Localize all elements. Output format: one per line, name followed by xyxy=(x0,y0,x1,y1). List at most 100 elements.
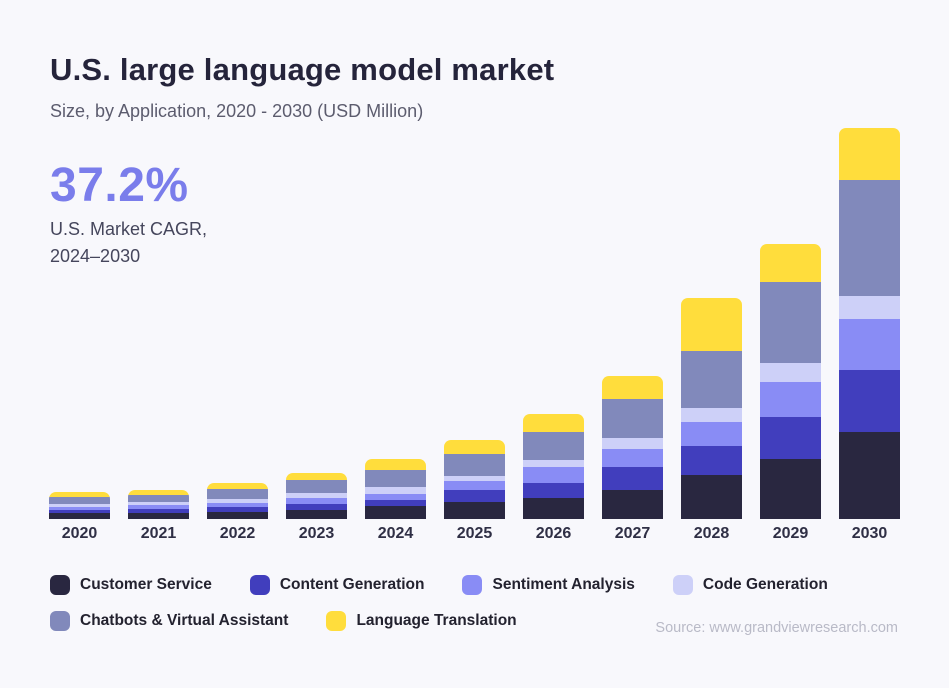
x-axis-label-2025: 2025 xyxy=(456,525,493,542)
x-axis-labels: 2020 2021 2022 2023 2024 2025 2026 2027 2028 2029… xyxy=(49,525,900,543)
bar-column-2020 xyxy=(49,492,110,519)
x-axis-label-2026: 2026 xyxy=(535,525,572,542)
bar-segment-chatbots-virtual-assistant-2028 xyxy=(681,351,742,408)
bar-segment-content-generation-2028 xyxy=(681,446,742,475)
bar-segment-chatbots-virtual-assistant-2030 xyxy=(839,180,900,296)
legend-item-chatbots-virtual-assistant: Chatbots & Virtual Assistant xyxy=(50,611,288,631)
bar-segment-code-generation-2029 xyxy=(760,363,821,382)
bar-segment-code-generation-2023 xyxy=(286,493,347,498)
source-attribution: Source: www.grandviewresearch.com xyxy=(655,620,898,636)
bar-segment-language-translation-2028 xyxy=(681,298,742,351)
bar-segment-sentiment-analysis-2024 xyxy=(365,494,426,500)
bar-column-2027 xyxy=(602,376,663,519)
bar-segment-sentiment-analysis-2023 xyxy=(286,498,347,504)
bar-segment-content-generation-2029 xyxy=(760,417,821,459)
cagr-label-line2: 2024–2030 xyxy=(50,246,141,266)
bar-segment-chatbots-virtual-assistant-2020 xyxy=(49,497,110,504)
legend-label-customer-service: Customer Service xyxy=(80,576,212,593)
bar-column-2028 xyxy=(681,298,742,519)
legend-swatch-customer-service xyxy=(50,575,70,595)
legend-item-customer-service: Customer Service xyxy=(50,575,212,595)
legend-swatch-chatbots-virtual-assistant xyxy=(50,611,70,631)
bar-segment-chatbots-virtual-assistant-2021 xyxy=(128,495,189,502)
bar-segment-language-translation-2026 xyxy=(523,414,584,432)
bar-segment-customer-service-2021 xyxy=(128,513,189,519)
x-axis-label-2023: 2023 xyxy=(298,525,335,542)
x-axis-label-2028: 2028 xyxy=(693,525,730,542)
legend-label-code-generation: Code Generation xyxy=(702,576,828,593)
bar-segment-customer-service-2025 xyxy=(444,502,505,519)
bar-segment-language-translation-2021 xyxy=(128,490,189,495)
legend-row-2: Chatbots & Virtual Assistant Language Tra… xyxy=(50,611,517,631)
legend-row-1: Customer Service Content Generation Sentim… xyxy=(50,575,828,595)
bar-column-2022 xyxy=(207,483,268,519)
bar-segment-sentiment-analysis-2025 xyxy=(444,481,505,490)
bar-segment-sentiment-analysis-2026 xyxy=(523,467,584,483)
bar-segment-customer-service-2020 xyxy=(49,513,110,519)
bar-segment-code-generation-2024 xyxy=(365,487,426,494)
bar-column-2021 xyxy=(128,490,189,519)
bar-segment-code-generation-2026 xyxy=(523,460,584,467)
bar-segment-sentiment-analysis-2022 xyxy=(207,503,268,507)
bar-segment-chatbots-virtual-assistant-2027 xyxy=(602,399,663,438)
legend-swatch-language-translation xyxy=(326,611,347,631)
bar-segment-sentiment-analysis-2020 xyxy=(49,507,110,510)
bar-segment-chatbots-virtual-assistant-2024 xyxy=(365,470,426,487)
x-axis-label-2027: 2027 xyxy=(614,525,651,542)
bar-segment-language-translation-2020 xyxy=(49,492,110,497)
bar-segment-content-generation-2022 xyxy=(207,507,268,512)
legend-label-sentiment-analysis: Sentiment Analysis xyxy=(492,576,635,593)
bar-segment-code-generation-2022 xyxy=(207,499,268,503)
bar-column-2030 xyxy=(839,128,900,519)
legend-swatch-code-generation xyxy=(672,575,693,595)
bar-segment-language-translation-2029 xyxy=(760,244,821,282)
cagr-value: 37.2% xyxy=(50,159,189,212)
bar-segment-content-generation-2027 xyxy=(602,467,663,490)
bar-segment-customer-service-2028 xyxy=(681,475,742,519)
bar-segment-language-translation-2024 xyxy=(365,459,426,470)
bar-segment-content-generation-2020 xyxy=(49,510,110,513)
legend-item-sentiment-analysis: Sentiment Analysis xyxy=(462,575,635,595)
bar-segment-customer-service-2029 xyxy=(760,459,821,519)
bar-segment-code-generation-2021 xyxy=(128,502,189,505)
bar-segment-code-generation-2020 xyxy=(49,504,110,507)
bar-segment-content-generation-2024 xyxy=(365,500,426,506)
bar-segment-language-translation-2030 xyxy=(839,128,900,180)
legend-swatch-content-generation xyxy=(249,575,270,595)
bar-column-2024 xyxy=(365,459,426,519)
bar-segment-customer-service-2027 xyxy=(602,490,663,519)
bar-segment-code-generation-2027 xyxy=(602,438,663,449)
cagr-label-line1: U.S. Market CAGR, xyxy=(50,219,208,239)
bar-segment-sentiment-analysis-2027 xyxy=(602,449,663,467)
bar-segment-chatbots-virtual-assistant-2022 xyxy=(207,489,268,499)
bar-segment-code-generation-2025 xyxy=(444,476,505,481)
x-axis-label-2030: 2030 xyxy=(851,525,888,542)
legend-item-language-translation: Language Translation xyxy=(326,611,517,631)
bar-segment-content-generation-2030 xyxy=(839,370,900,432)
x-axis-label-2020: 2020 xyxy=(61,525,98,542)
x-axis-label-2021: 2021 xyxy=(140,525,177,542)
bar-segment-sentiment-analysis-2021 xyxy=(128,505,189,509)
bar-segment-content-generation-2026 xyxy=(523,483,584,498)
bar-column-2025 xyxy=(444,440,505,519)
bar-column-2023 xyxy=(286,473,347,519)
page-title: U.S. large language model market xyxy=(50,52,555,87)
bar-segment-customer-service-2023 xyxy=(286,510,347,519)
x-axis-label-2022: 2022 xyxy=(219,525,256,542)
legend-label-chatbots-virtual-assistant: Chatbots & Virtual Assistant xyxy=(80,612,289,629)
page-subtitle: Size, by Application, 2020 - 2030 (USD M… xyxy=(50,101,424,121)
legend-label-language-translation: Language Translation xyxy=(356,612,517,629)
x-axis-label-2024: 2024 xyxy=(377,525,414,542)
bar-segment-sentiment-analysis-2029 xyxy=(760,382,821,417)
bar-segment-content-generation-2023 xyxy=(286,504,347,510)
bar-segment-customer-service-2024 xyxy=(365,506,426,519)
bar-segment-sentiment-analysis-2030 xyxy=(839,319,900,370)
bar-segment-language-translation-2023 xyxy=(286,473,347,480)
bar-segment-customer-service-2026 xyxy=(523,498,584,519)
legend-label-content-generation: Content Generation xyxy=(279,576,425,593)
bar-segment-customer-service-2022 xyxy=(207,512,268,519)
bar-segment-content-generation-2021 xyxy=(128,509,189,513)
bar-segment-content-generation-2025 xyxy=(444,490,505,502)
bar-segment-chatbots-virtual-assistant-2025 xyxy=(444,454,505,476)
